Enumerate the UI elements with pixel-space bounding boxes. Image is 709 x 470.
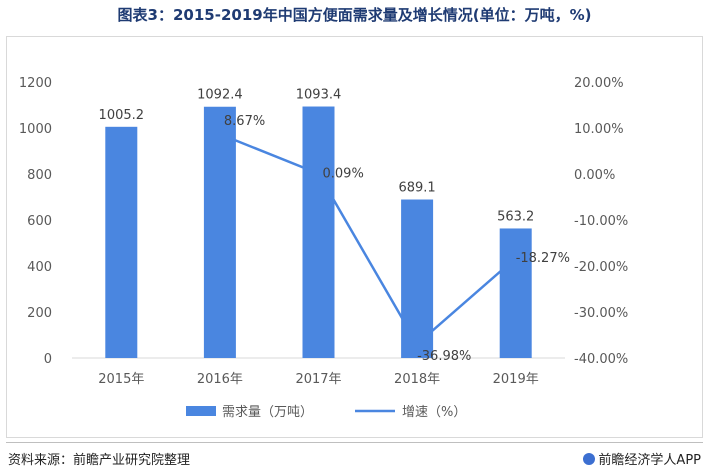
bar [499, 228, 532, 358]
y-left-tick-label: 600 [27, 214, 52, 229]
x-tick-label: 2015年 [98, 372, 144, 387]
growth-line [219, 132, 517, 347]
bar-value-label: 689.1 [398, 181, 435, 196]
x-tick-label: 2017年 [295, 372, 341, 387]
y-right-tick-label: 0.00% [574, 168, 615, 183]
bar-value-label: 1092.4 [197, 88, 243, 103]
growth-point [316, 171, 321, 176]
chart-title: 图表3：2015-2019年中国方便面需求量及增长情况(单位：万吨，%) [117, 6, 592, 24]
x-tick-label: 2018年 [394, 372, 440, 387]
y-left-tick-label: 800 [27, 168, 52, 183]
y-right-tick-label: -30.00% [574, 306, 628, 321]
footer-brand: 前瞻经济学人APP [583, 449, 701, 468]
footer-divider [6, 442, 703, 443]
growth-point [415, 342, 420, 347]
footer-source: 资料来源：前瞻产业研究院整理 [8, 453, 191, 468]
x-tick-label: 2016年 [197, 372, 243, 387]
bar-value-label: 563.2 [497, 209, 534, 224]
chart-frame [6, 36, 703, 438]
growth-point [217, 132, 222, 137]
chart-canvas: 0 200 400 600 800 1000 1200 -40.00% -30.00% -20.0… [19, 76, 628, 420]
legend-bar-swatch [186, 406, 216, 416]
bar [401, 199, 434, 358]
y-right-tick-label: -40.00% [574, 352, 628, 367]
footer-brand-label: 前瞻经济学人APP [598, 453, 701, 468]
growth-value-label: 8.67% [224, 114, 265, 129]
y-left-tick-label: 0 [44, 352, 52, 367]
growth-value-label: 0.09% [323, 167, 364, 182]
y-right-tick-label: 10.00% [574, 122, 624, 137]
bar-value-label: 1005.2 [99, 108, 145, 123]
growth-value-label: -36.98% [417, 349, 471, 364]
x-tick-label: 2019年 [493, 372, 539, 387]
bar-value-label: 1093.4 [296, 88, 342, 103]
y-left-tick-label: 200 [27, 306, 52, 321]
y-right-tick-label: -20.00% [574, 260, 628, 275]
footer: 资料来源：前瞻产业研究院整理 前瞻经济学人APP [0, 442, 709, 470]
y-right-tick-label: -10.00% [574, 214, 628, 229]
legend-line-label: 增速（%） [402, 405, 466, 420]
growth-point [513, 256, 518, 261]
y-right-tick-label: 20.00% [574, 76, 624, 91]
bar [302, 106, 335, 358]
bar [203, 106, 236, 358]
y-left-tick-label: 400 [27, 260, 52, 275]
bar [105, 126, 138, 358]
y-left-tick-label: 1000 [19, 122, 52, 137]
legend-bar-label: 需求量（万吨） [222, 405, 313, 420]
y-left-tick-label: 1200 [19, 76, 52, 91]
growth-value-label: -18.27% [516, 251, 570, 266]
brand-logo-icon [583, 453, 596, 465]
